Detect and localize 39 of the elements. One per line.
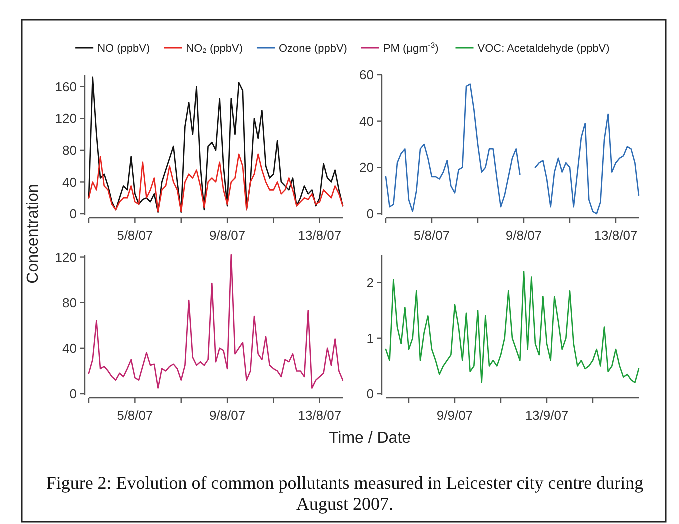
y-tick-label: 160 <box>55 79 77 94</box>
legend-label: Ozone (ppbV) <box>278 42 348 55</box>
line-series <box>88 254 344 389</box>
line-series <box>88 76 344 214</box>
y-tick-label: 1 <box>366 330 374 346</box>
x-tick-label: 5/8/07 <box>117 228 154 243</box>
x-tick-label: 13/8/07 <box>298 228 342 243</box>
x-tick-label: 13/8/07 <box>594 228 638 243</box>
x-tick-label: 9/8/07 <box>209 228 246 243</box>
x-tick-label: 9/9/07 <box>436 408 474 423</box>
x-tick-label: 9/8/07 <box>506 228 542 243</box>
line-series <box>385 271 640 384</box>
y-tick-label: 20 <box>360 160 374 176</box>
y-tick-label: 0 <box>70 206 77 222</box>
x-tick-label: 5/8/07 <box>117 408 154 423</box>
y-tick-label: 80 <box>62 143 77 158</box>
y-tick-label: 80 <box>62 295 77 310</box>
line-series <box>88 154 344 212</box>
y-tick-label: 60 <box>360 68 374 83</box>
y-tick-label: 120 <box>55 250 77 265</box>
x-tick-label: 9/8/07 <box>209 408 246 423</box>
x-tick-label: 13/9/07 <box>525 408 569 423</box>
y-tick-label: 40 <box>62 340 77 356</box>
y-axis-title: Concentration <box>25 184 42 284</box>
y-tick-label: 120 <box>55 111 77 126</box>
y-tick-label: 0 <box>366 206 374 222</box>
caption: Figure 2: Evolution of common pollutants measured in Leicester city centre during August 2007. <box>46 473 644 514</box>
y-tick-label: 2 <box>366 275 374 290</box>
legend-label: PM (μgm$^{-3}$) <box>383 40 439 55</box>
x-tick-label: 13/8/07 <box>298 408 342 423</box>
y-tick-label: 0 <box>70 386 77 402</box>
legend-label: VOC: Acetaldehyde (ppbV) <box>478 42 610 55</box>
y-tick-label: 40 <box>62 174 77 190</box>
y-tick-label: 0 <box>366 386 374 402</box>
legend-label: NO₂ (ppbV) <box>186 42 243 55</box>
x-axis-title: Time / Date <box>328 430 412 447</box>
y-tick-label: 40 <box>360 114 374 129</box>
legend-label: NO (ppbV) <box>98 42 150 55</box>
x-tick-label: 5/8/07 <box>414 228 450 243</box>
